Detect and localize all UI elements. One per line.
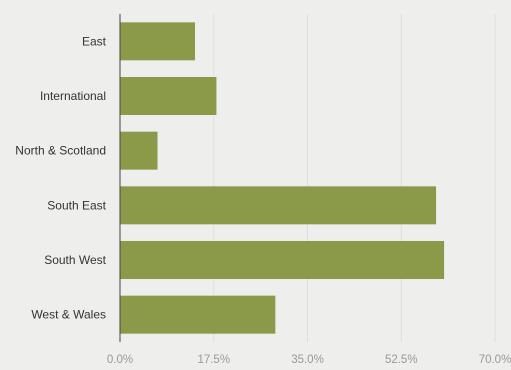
bar — [120, 77, 217, 115]
bars — [120, 22, 445, 334]
category-label: East — [82, 34, 107, 48]
category-label: South East — [47, 198, 106, 212]
x-tick-labels: 0.0% 17.5% 35.0% 52.5% 70.0% — [107, 354, 511, 366]
gridlines — [213, 14, 496, 342]
bar — [120, 22, 195, 61]
x-tick-label: 35.0% — [291, 354, 324, 366]
category-label: West & Wales — [31, 308, 106, 322]
x-tick-label: 52.5% — [385, 354, 418, 366]
bar — [120, 295, 276, 334]
bar — [120, 186, 437, 225]
x-tick-label: 17.5% — [197, 354, 230, 366]
category-label: International — [40, 89, 106, 103]
x-tick-label: 70.0% — [479, 354, 511, 366]
category-label: South West — [44, 253, 106, 267]
bar — [120, 131, 158, 170]
x-tick-label: 0.0% — [107, 354, 133, 366]
bar — [120, 241, 445, 279]
category-labels: East International North & Scotland South E… — [15, 34, 106, 321]
category-label: North & Scotland — [15, 144, 106, 158]
